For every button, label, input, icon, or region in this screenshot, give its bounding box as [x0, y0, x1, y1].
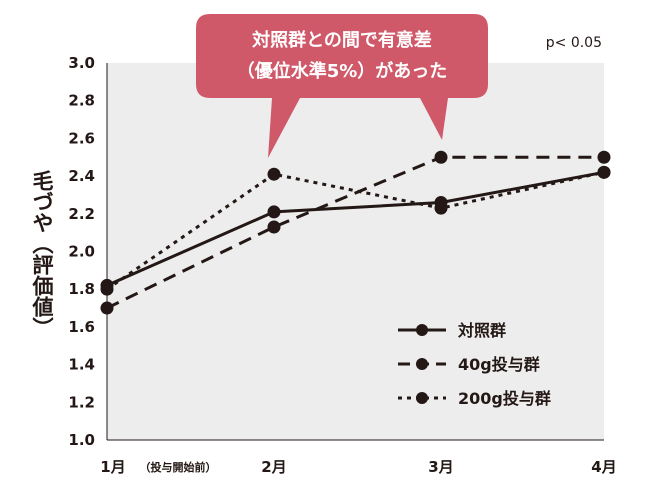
legend-marker-200g — [416, 392, 428, 404]
significance-callout: 対照群との間で有意差 （優位水準5%）があった — [196, 14, 488, 158]
y-tick-label: 2.4 — [68, 167, 95, 185]
y-tick-label: 2.8 — [68, 92, 95, 110]
y-tick-label: 1.4 — [68, 356, 95, 374]
y-axis-label: 毛づや（評価値） — [30, 170, 55, 338]
x-tick-label: 4月 — [591, 458, 616, 476]
y-tick-label: 3.0 — [68, 54, 95, 72]
x-tick-label: 3月 — [428, 458, 453, 476]
legend-label-200g: 200g投与群 — [458, 389, 551, 408]
series-line — [106, 170, 605, 291]
x-tick-note: （投与開始前） — [140, 460, 217, 474]
data-point — [267, 205, 281, 219]
callout-bubble — [196, 14, 488, 158]
legend-marker-40g — [416, 358, 428, 370]
data-point — [597, 150, 611, 164]
data-point — [100, 301, 114, 315]
legend-label-40g: 40g投与群 — [458, 355, 540, 374]
data-point — [434, 201, 448, 215]
data-point — [434, 150, 448, 164]
y-tick-label: 2.2 — [68, 205, 95, 223]
data-point — [100, 282, 114, 296]
data-point — [267, 220, 281, 234]
y-tick-label: 1.2 — [68, 393, 95, 411]
callout-line-1: 対照群との間で有意差 — [251, 29, 432, 51]
plot-area — [107, 63, 604, 440]
y-tick-label: 1.6 — [68, 318, 95, 336]
legend-label-control: 対照群 — [457, 321, 506, 340]
legend: 対照群 40g投与群 200g投与群 — [398, 321, 551, 408]
y-tick-label: 2.6 — [68, 129, 95, 147]
callout-line-2: （優位水準5%）があった — [237, 60, 448, 82]
y-tick-label: 1.8 — [68, 280, 95, 298]
y-tick-label: 2.0 — [68, 243, 95, 261]
legend-marker-control — [416, 324, 428, 336]
x-tick-label: 2月 — [261, 458, 286, 476]
data-point — [597, 165, 611, 179]
series-line — [106, 170, 605, 287]
x-tick-label: 1月 — [100, 458, 125, 476]
p-value-label: p< 0.05 — [546, 35, 602, 51]
data-point — [267, 167, 281, 181]
y-tick-label: 1.0 — [68, 431, 95, 449]
